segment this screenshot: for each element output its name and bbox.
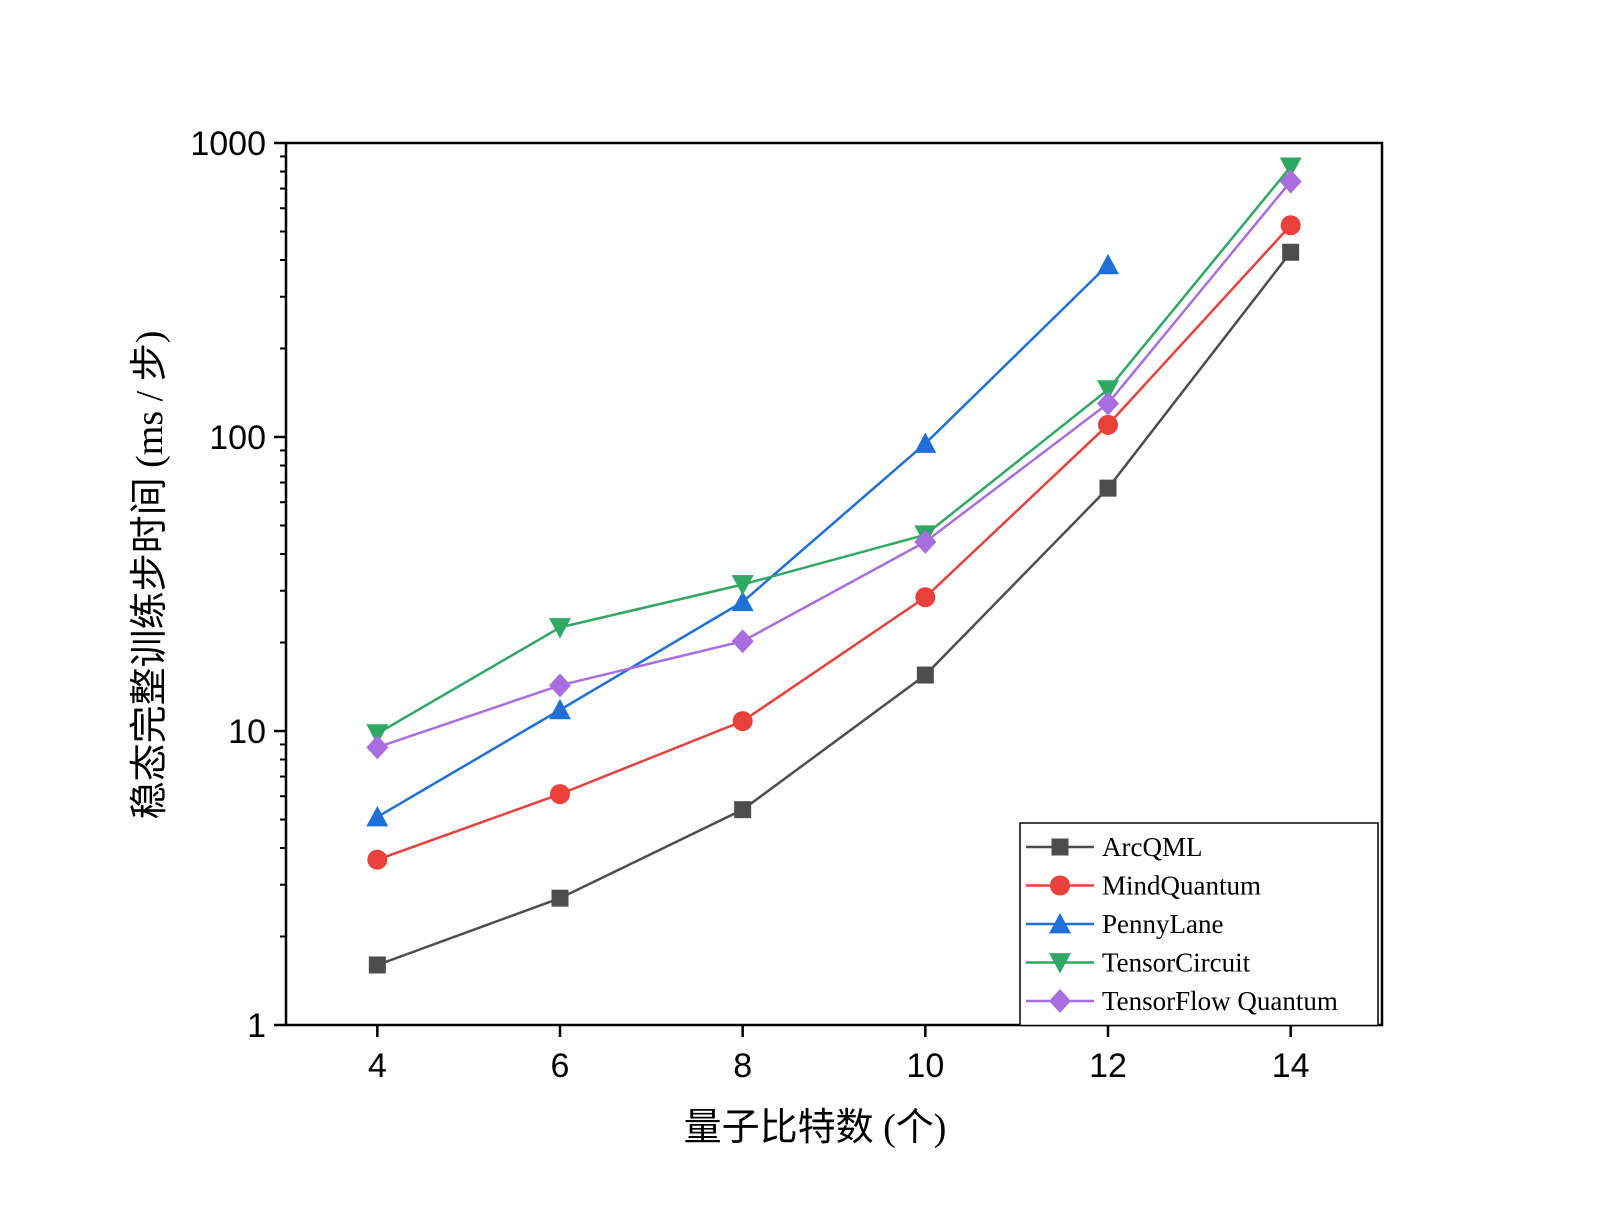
series-line-arcqml	[376, 251, 1292, 967]
data-point-mindquantum	[367, 849, 388, 870]
series-line-pennylane	[376, 263, 1109, 819]
series-tensorcircuit	[366, 157, 1302, 745]
y-axis-title: 稳态完整训练步时间 (ms / 步)	[129, 331, 171, 820]
plot-frame	[284, 141, 1384, 1027]
data-point-arcqml	[1282, 243, 1300, 261]
legend-label-arcqml: ArcQML	[1102, 832, 1202, 862]
data-point-tensorflow-quantum	[549, 673, 571, 698]
x-tick-label: 14	[1272, 1047, 1310, 1085]
data-point-mindquantum	[732, 711, 753, 732]
x-tick-label: 6	[551, 1047, 570, 1085]
data-point-tensorflow-quantum	[1279, 169, 1302, 194]
data-point-tensorcircuit	[731, 575, 754, 596]
y-tick-label: 10	[228, 713, 266, 751]
data-point-tensorcircuit	[366, 724, 389, 745]
data-point-tensorcircuit	[1097, 380, 1119, 401]
data-point-tensorflow-quantum	[731, 629, 754, 654]
series-line-tensorflow-quantum	[376, 180, 1292, 749]
data-point-mindquantum	[1098, 414, 1118, 435]
data-point-tensorflow-quantum	[1097, 391, 1119, 416]
data-point-mindquantum	[1280, 215, 1301, 236]
data-point-mindquantum	[915, 587, 936, 608]
x-axis-title: 量子比特数 (个)	[684, 1107, 947, 1149]
x-tick-label: 12	[1089, 1047, 1127, 1085]
y-tick-label: 1000	[190, 125, 266, 163]
data-point-arcqml	[734, 801, 752, 819]
legend: ArcQML MindQuantum PennyLane TensorCircuit T…	[1019, 822, 1379, 1027]
legend-label-tensorcircuit: TensorCircuit	[1102, 948, 1251, 978]
x-tick-label: 8	[733, 1047, 752, 1085]
data-point-arcqml	[551, 889, 569, 907]
legend-marker-tensorcircuit	[1049, 953, 1071, 974]
legend-marker-tensorflow-quantum	[1049, 989, 1071, 1013]
y-tick-label: 100	[209, 419, 266, 457]
data-point-arcqml	[368, 956, 386, 974]
series-arcqml	[368, 243, 1300, 974]
data-point-mindquantum	[550, 784, 570, 805]
y-tick-label: 1	[247, 1007, 266, 1045]
series-line-mindquantum	[376, 224, 1292, 861]
series-pennylane	[366, 253, 1119, 827]
legend-label-tensorflow-quantum: TensorFlow Quantum	[1102, 986, 1338, 1016]
data-point-arcqml	[916, 666, 934, 684]
legend-marker-mindquantum	[1050, 875, 1070, 896]
series-tensorflow-quantum	[366, 169, 1302, 760]
data-point-pennylane	[549, 698, 571, 720]
x-tick-label: 10	[906, 1047, 944, 1085]
data-point-tensorcircuit	[1279, 157, 1302, 178]
legend-label-mindquantum: MindQuantum	[1102, 871, 1261, 901]
series-line-tensorcircuit	[376, 165, 1292, 735]
data-point-pennylane	[731, 590, 754, 612]
legend-marker-pennylane	[1049, 913, 1071, 934]
data-point-pennylane	[1097, 253, 1119, 275]
data-point-pennylane	[366, 805, 389, 827]
data-point-arcqml	[1099, 479, 1117, 497]
data-point-pennylane	[914, 432, 937, 453]
x-tick-label: 4	[368, 1047, 387, 1085]
legend-marker-arcqml	[1051, 838, 1069, 856]
data-point-tensorcircuit	[549, 618, 571, 639]
legend-label-pennylane: PennyLane	[1102, 909, 1223, 939]
series-mindquantum	[367, 215, 1301, 870]
data-point-tensorflow-quantum	[366, 735, 389, 760]
data-point-tensorflow-quantum	[914, 529, 937, 554]
